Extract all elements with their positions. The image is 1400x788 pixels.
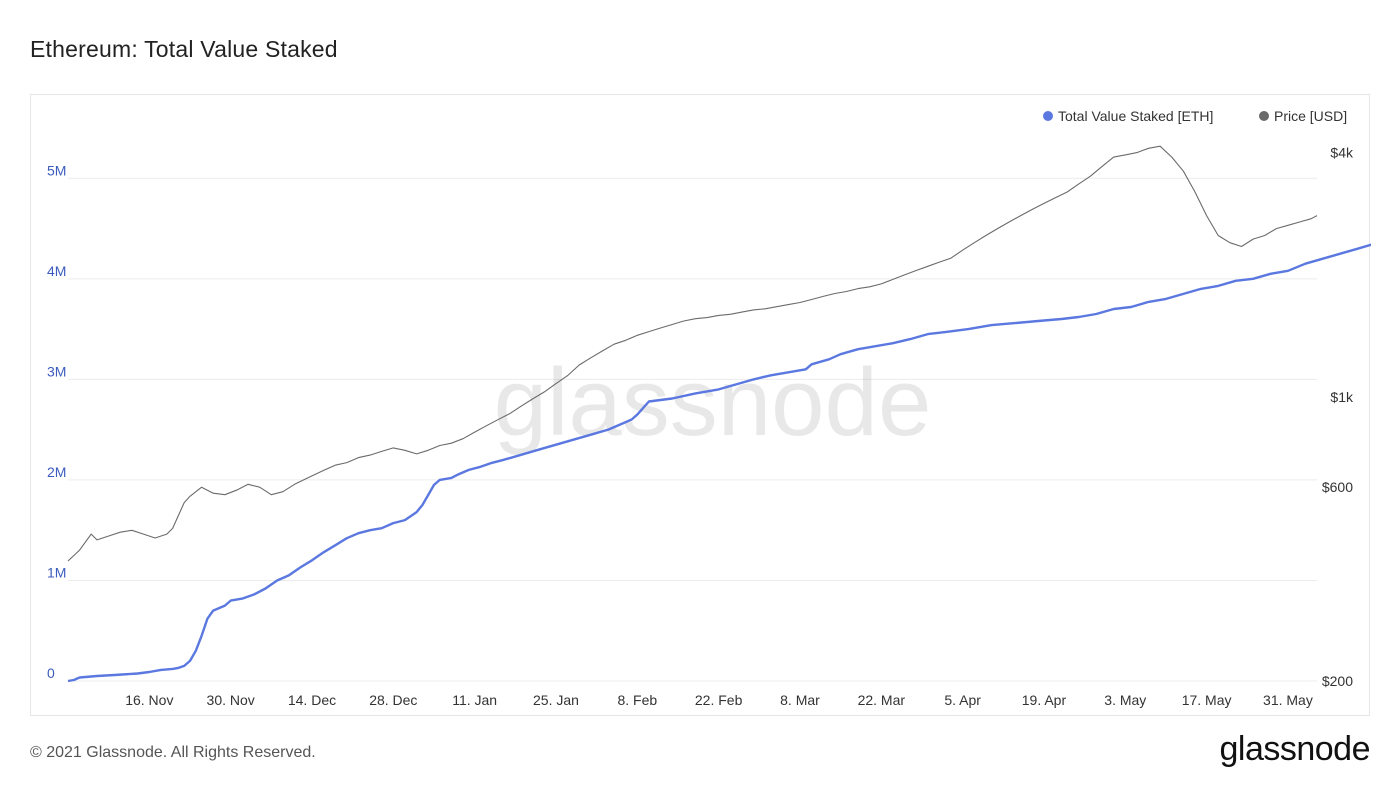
- x-tick-label: 17. May: [1182, 692, 1232, 708]
- x-tick-label: 3. May: [1104, 692, 1146, 708]
- y-left-tick-label: 2M: [47, 464, 66, 480]
- x-tick-label: 8. Mar: [780, 692, 820, 708]
- y-left-tick-label: 5M: [47, 162, 66, 178]
- y-left-tick-label: 0: [47, 665, 55, 681]
- legend-label: Price [USD]: [1274, 108, 1347, 124]
- legend-label: Total Value Staked [ETH]: [1058, 108, 1213, 124]
- x-tick-label: 11. Jan: [452, 692, 497, 708]
- legend-item-price: Price [USD]: [1259, 108, 1347, 124]
- y-left-tick-label: 1M: [47, 564, 66, 580]
- chart: glassnode 0 1M 2M 3M 4M 5M $200 $600 $1k $4k 16. No…: [47, 108, 1371, 708]
- page-title: Ethereum: Total Value Staked: [30, 36, 338, 62]
- y-right-tick-label: $4k: [1330, 145, 1354, 161]
- glassnode-logo: glassnode: [1219, 730, 1370, 768]
- x-tick-label: 5. Apr: [944, 692, 981, 708]
- y-right-tick-label: $600: [1322, 479, 1353, 495]
- legend-marker: [1043, 111, 1053, 121]
- series-line-total-value-staked: [67, 243, 1371, 683]
- watermark: glassnode: [494, 349, 932, 456]
- series-line-price: [67, 145, 1318, 562]
- x-tick-label: 14. Dec: [288, 692, 336, 708]
- x-tick-label: 30. Nov: [207, 692, 255, 708]
- x-tick-label: 22. Mar: [858, 692, 906, 708]
- y-right-tick-label: $200: [1322, 673, 1353, 689]
- x-tick-label: 25. Jan: [533, 692, 579, 708]
- x-tick-label: 28. Dec: [369, 692, 417, 708]
- copyright: © 2021 Glassnode. All Rights Reserved.: [30, 744, 316, 761]
- x-tick-label: 31. May: [1263, 692, 1313, 708]
- x-tick-label: 19. Apr: [1022, 692, 1067, 708]
- x-tick-label: 8. Feb: [617, 692, 657, 708]
- x-tick-label: 22. Feb: [695, 692, 743, 708]
- x-tick-label: 16. Nov: [125, 692, 173, 708]
- y-left-tick-label: 4M: [47, 263, 66, 279]
- y-right-tick-label: $1k: [1330, 389, 1354, 405]
- legend-marker: [1259, 111, 1269, 121]
- y-left-tick-label: 3M: [47, 363, 66, 379]
- legend-item-total-value-staked: Total Value Staked [ETH]: [1043, 108, 1213, 124]
- chart-frame: glassnode 0 1M 2M 3M 4M 5M $200 $600 $1k $4k 16. No…: [30, 94, 1371, 716]
